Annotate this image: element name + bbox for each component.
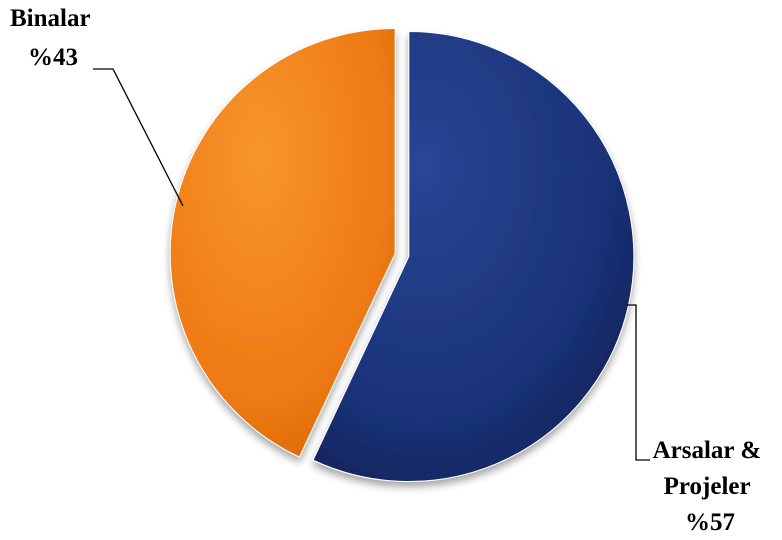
- data-label-binalar: Binalar %43: [10, 5, 96, 71]
- leader-line-arsalar: [627, 304, 650, 461]
- pie-slice-binalar: [169, 27, 396, 458]
- leader-line-binalar: [93, 68, 184, 207]
- pie-slices: [169, 27, 635, 483]
- data-label-arsalar-projeler: Arsalar & Projeler %57: [653, 437, 768, 536]
